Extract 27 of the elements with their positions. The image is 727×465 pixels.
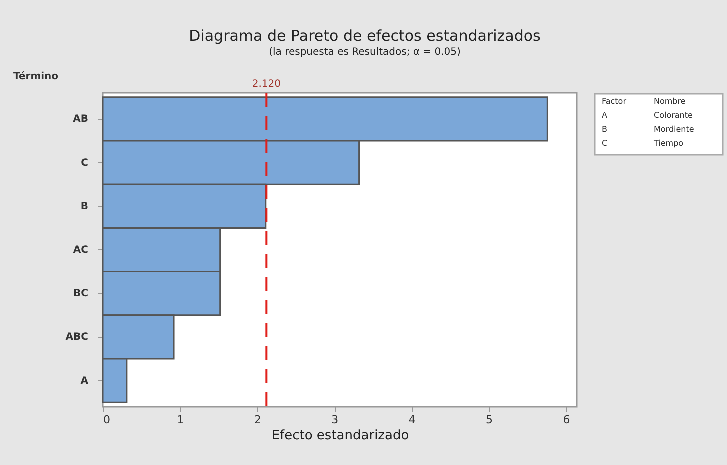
x-tick-label: 5 <box>486 414 493 426</box>
y-tick-label: ABC <box>66 332 88 344</box>
y-tick-label: B <box>80 201 88 212</box>
text: Colorante <box>654 111 693 120</box>
y-tick-label: BC <box>74 288 88 300</box>
x-tick-label: 3 <box>332 414 339 426</box>
text: A <box>602 111 608 120</box>
text: Tiempo <box>653 139 684 148</box>
text: Factor <box>602 97 628 106</box>
x-axis-title: Efecto estandarizado <box>272 428 410 444</box>
x-tick-label: 0 <box>104 414 110 426</box>
x-tick-label: 4 <box>408 414 416 426</box>
y-tick-label: AB <box>73 114 88 126</box>
chart-title: Diagrama de Pareto de efectos estandarizados <box>189 27 542 45</box>
y-tick-label: AC <box>73 245 88 256</box>
x-tick-label: 6 <box>563 414 570 426</box>
y-tick-label: C <box>81 158 88 169</box>
x-tick-label: 2 <box>254 414 262 426</box>
text: Nombre <box>654 97 686 106</box>
text: B <box>602 125 608 134</box>
text: C <box>602 139 608 148</box>
text: Mordiente <box>654 125 694 134</box>
y-axis-title: Término <box>14 72 59 82</box>
chart-subtitle: (la respuesta es Resultados; α = 0.05) <box>269 47 461 58</box>
y-tick-label: A <box>80 376 89 387</box>
x-tick-label: 1 <box>177 414 184 426</box>
ref-line-label: 2.120 <box>252 79 281 90</box>
